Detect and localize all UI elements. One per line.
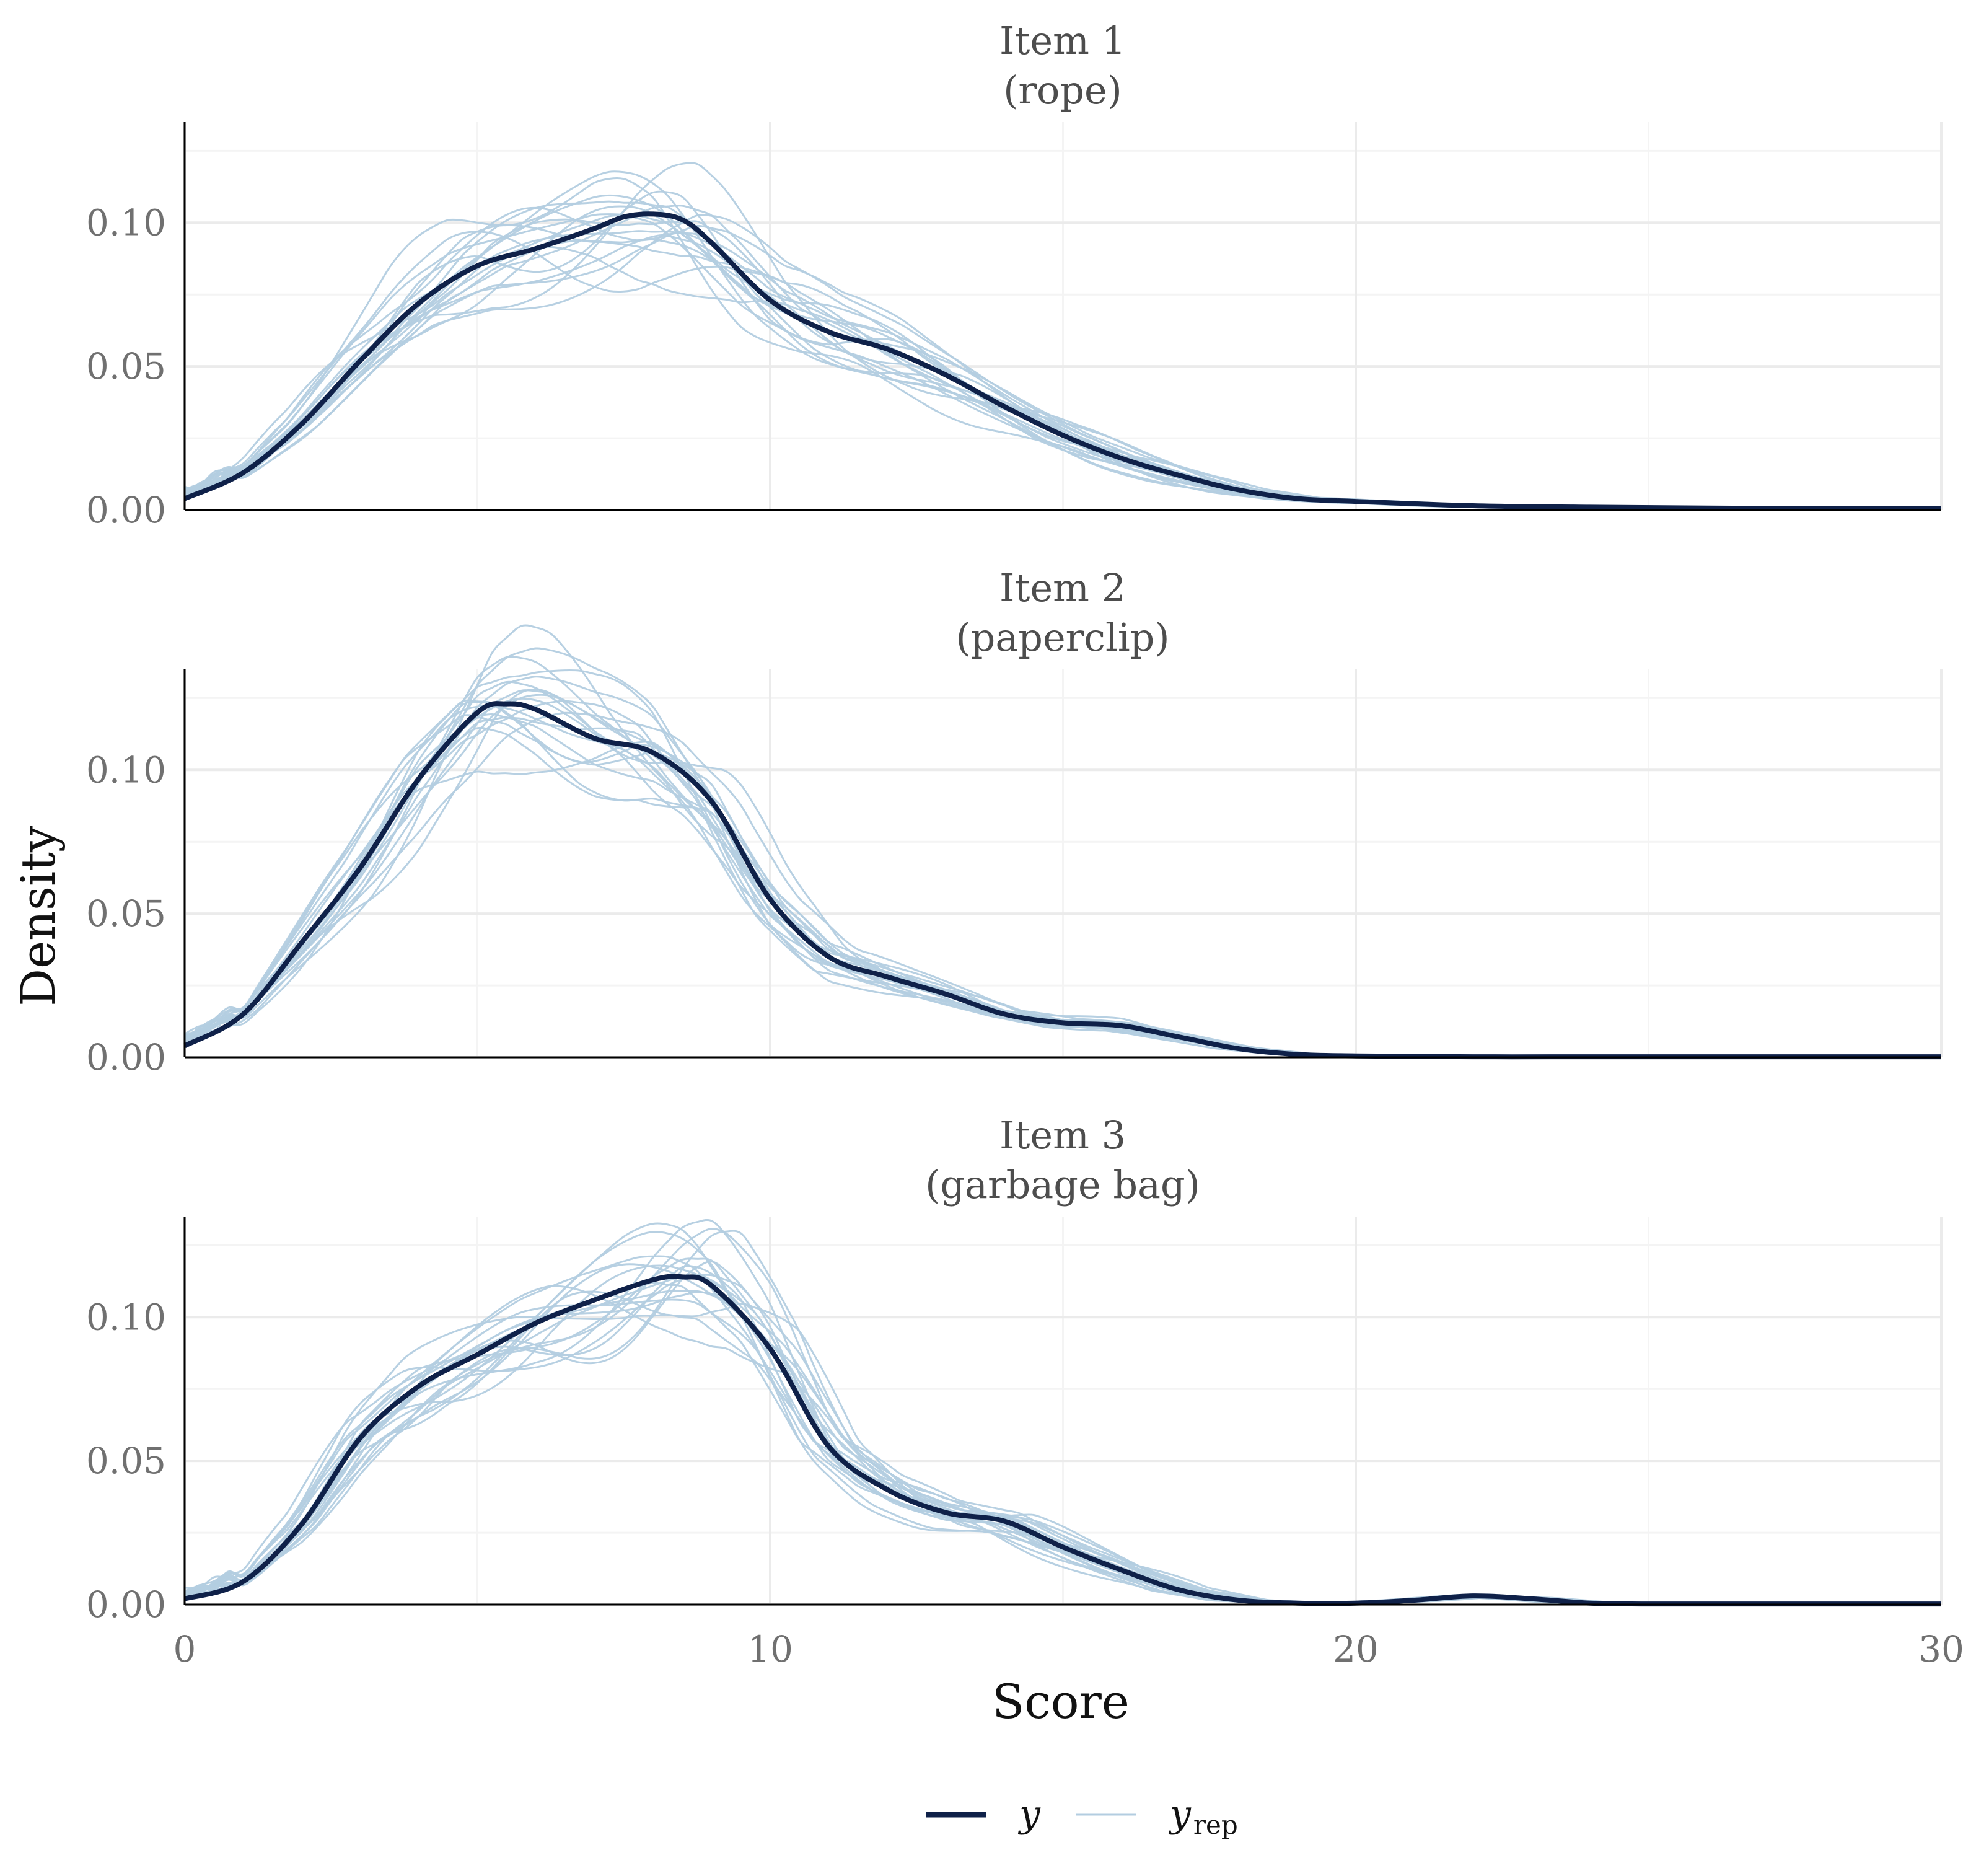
- x-tick-label: 30: [1918, 1628, 1964, 1670]
- y-tick-label: 0.00: [86, 1583, 166, 1626]
- y-tick-label: 0.10: [86, 1296, 166, 1338]
- panel-3: Item 3(garbage bag) 0.00 0.05 0.10 0 10 20 30: [86, 1112, 1964, 1670]
- y-tick-label: 0.10: [86, 749, 166, 791]
- panel-2-subtitle: (paperclip): [955, 615, 1169, 660]
- y-tick-label: 0.05: [86, 345, 166, 387]
- panel-1-subtitle: (rope): [1003, 68, 1122, 113]
- y-tick-label: 0.10: [86, 201, 166, 244]
- legend-label-yrep-main: y: [1168, 1792, 1192, 1836]
- y-density-line: [183, 211, 1942, 511]
- panel-2: Item 2 (paperclip) 0.00 0.05 0.10: [86, 565, 1943, 1078]
- y-tick-label: 0.00: [86, 1036, 166, 1078]
- y-tick-label: 0.00: [86, 489, 166, 531]
- y-tick-label: 0.05: [86, 1440, 166, 1482]
- legend-label-yrep: yrep: [1168, 1792, 1238, 1840]
- y-tick-label: 0.05: [86, 892, 166, 935]
- y-axis-title: Density: [11, 826, 66, 1006]
- panel-1-title: Item 1: [999, 18, 1126, 63]
- x-axis-title: Score: [992, 1674, 1130, 1729]
- y-density-line: [183, 1274, 1941, 1607]
- x-tick-label: 20: [1333, 1628, 1379, 1670]
- panel-3-title: Item 3: [999, 1112, 1126, 1158]
- x-tick-label: 0: [173, 1628, 196, 1670]
- x-tick-label: 10: [747, 1628, 793, 1670]
- panel-1: Item 1 (rope) 0.00 0.05 0.10: [86, 18, 1943, 531]
- legend-label-yrep-sub: rep: [1193, 1810, 1238, 1840]
- legend-label-y: y: [1017, 1792, 1041, 1836]
- panel-2-title: Item 2: [999, 565, 1126, 610]
- panel-3-subtitle: (garbage bag): [925, 1162, 1200, 1207]
- facet-panels: Item 1 (rope) 0.00 0.05 0.10 Item 2 (paperclip…: [86, 18, 1964, 1670]
- legend: y yrep: [926, 1792, 1238, 1840]
